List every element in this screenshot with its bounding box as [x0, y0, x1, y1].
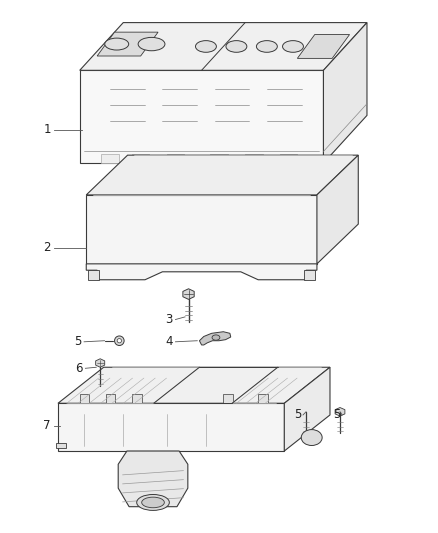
Polygon shape [223, 394, 233, 403]
Ellipse shape [226, 41, 247, 52]
Polygon shape [95, 359, 105, 367]
Polygon shape [80, 394, 89, 403]
Polygon shape [167, 154, 184, 163]
Text: 7: 7 [43, 419, 51, 432]
Ellipse shape [212, 335, 220, 340]
Text: 6: 6 [75, 362, 83, 375]
Text: 5: 5 [74, 335, 81, 348]
Text: 5: 5 [293, 408, 301, 422]
Polygon shape [118, 451, 188, 507]
Polygon shape [80, 22, 367, 70]
Polygon shape [317, 155, 358, 264]
Polygon shape [86, 264, 317, 280]
Text: 1: 1 [43, 123, 51, 136]
Polygon shape [56, 443, 66, 448]
Text: 4: 4 [165, 335, 173, 348]
Polygon shape [183, 289, 194, 300]
Text: 2: 2 [43, 241, 51, 254]
Polygon shape [86, 195, 317, 264]
Ellipse shape [115, 336, 124, 345]
Ellipse shape [138, 37, 165, 51]
Polygon shape [323, 22, 367, 163]
Polygon shape [335, 408, 345, 416]
Ellipse shape [142, 497, 164, 508]
Polygon shape [132, 154, 149, 163]
Ellipse shape [137, 495, 170, 511]
Polygon shape [199, 332, 231, 345]
Polygon shape [245, 154, 262, 163]
Polygon shape [106, 394, 116, 403]
Polygon shape [132, 394, 141, 403]
Ellipse shape [117, 338, 121, 343]
Polygon shape [88, 270, 99, 280]
Polygon shape [258, 394, 268, 403]
Text: 5: 5 [333, 408, 340, 422]
Polygon shape [80, 70, 323, 163]
Polygon shape [284, 367, 330, 451]
Polygon shape [58, 403, 284, 451]
Polygon shape [280, 154, 297, 163]
Polygon shape [301, 408, 311, 416]
Polygon shape [97, 32, 158, 56]
Ellipse shape [195, 41, 216, 52]
Polygon shape [304, 270, 315, 280]
Polygon shape [58, 367, 330, 403]
Ellipse shape [256, 41, 277, 52]
Ellipse shape [105, 38, 129, 50]
Ellipse shape [283, 41, 304, 52]
Polygon shape [297, 35, 350, 59]
Polygon shape [210, 154, 228, 163]
Polygon shape [102, 154, 119, 163]
Text: 3: 3 [165, 313, 173, 326]
Polygon shape [86, 155, 358, 195]
Ellipse shape [301, 430, 322, 446]
